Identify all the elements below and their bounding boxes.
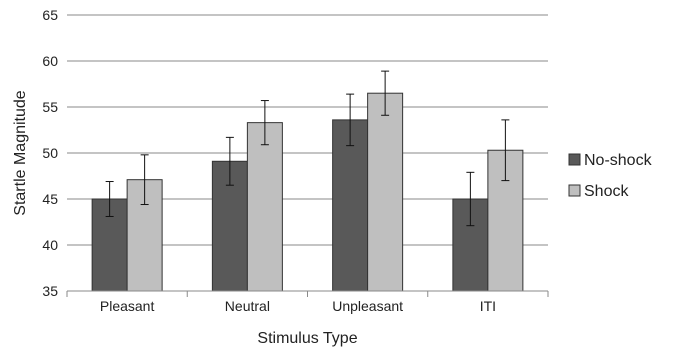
x-axis-title: Stimulus Type	[257, 330, 357, 347]
x-tick-label: Pleasant	[100, 298, 155, 314]
bar-shock-neutral	[246, 122, 283, 292]
x-tick-label: ITI	[480, 298, 496, 314]
legend: No-shock Shock	[568, 152, 653, 200]
x-tick-label: Neutral	[225, 298, 270, 314]
y-tick-labels: 35 40 45 50 55 60 65	[42, 7, 58, 299]
y-tick-label: 65	[42, 7, 58, 23]
legend-label: Shock	[584, 183, 629, 200]
x-tick-labels: Pleasant Neutral Unpleasant ITI	[100, 298, 496, 314]
y-tick-label: 50	[42, 145, 58, 161]
legend-label: No-shock	[584, 152, 653, 169]
bar-shock-unpleasant	[367, 92, 404, 292]
bars	[91, 92, 524, 292]
y-tick-label: 40	[42, 237, 58, 253]
legend-swatch	[568, 184, 581, 197]
error-bars	[105, 70, 510, 227]
x-tick-marks	[66, 291, 549, 297]
legend-swatch	[568, 153, 581, 166]
x-tick-label: Unpleasant	[332, 298, 403, 314]
y-tick-label: 35	[42, 283, 58, 299]
y-tick-label: 60	[42, 53, 58, 69]
y-tick-label: 45	[42, 191, 58, 207]
y-axis-title: Startle Magnitude	[12, 90, 29, 216]
y-tick-label: 55	[42, 99, 58, 115]
